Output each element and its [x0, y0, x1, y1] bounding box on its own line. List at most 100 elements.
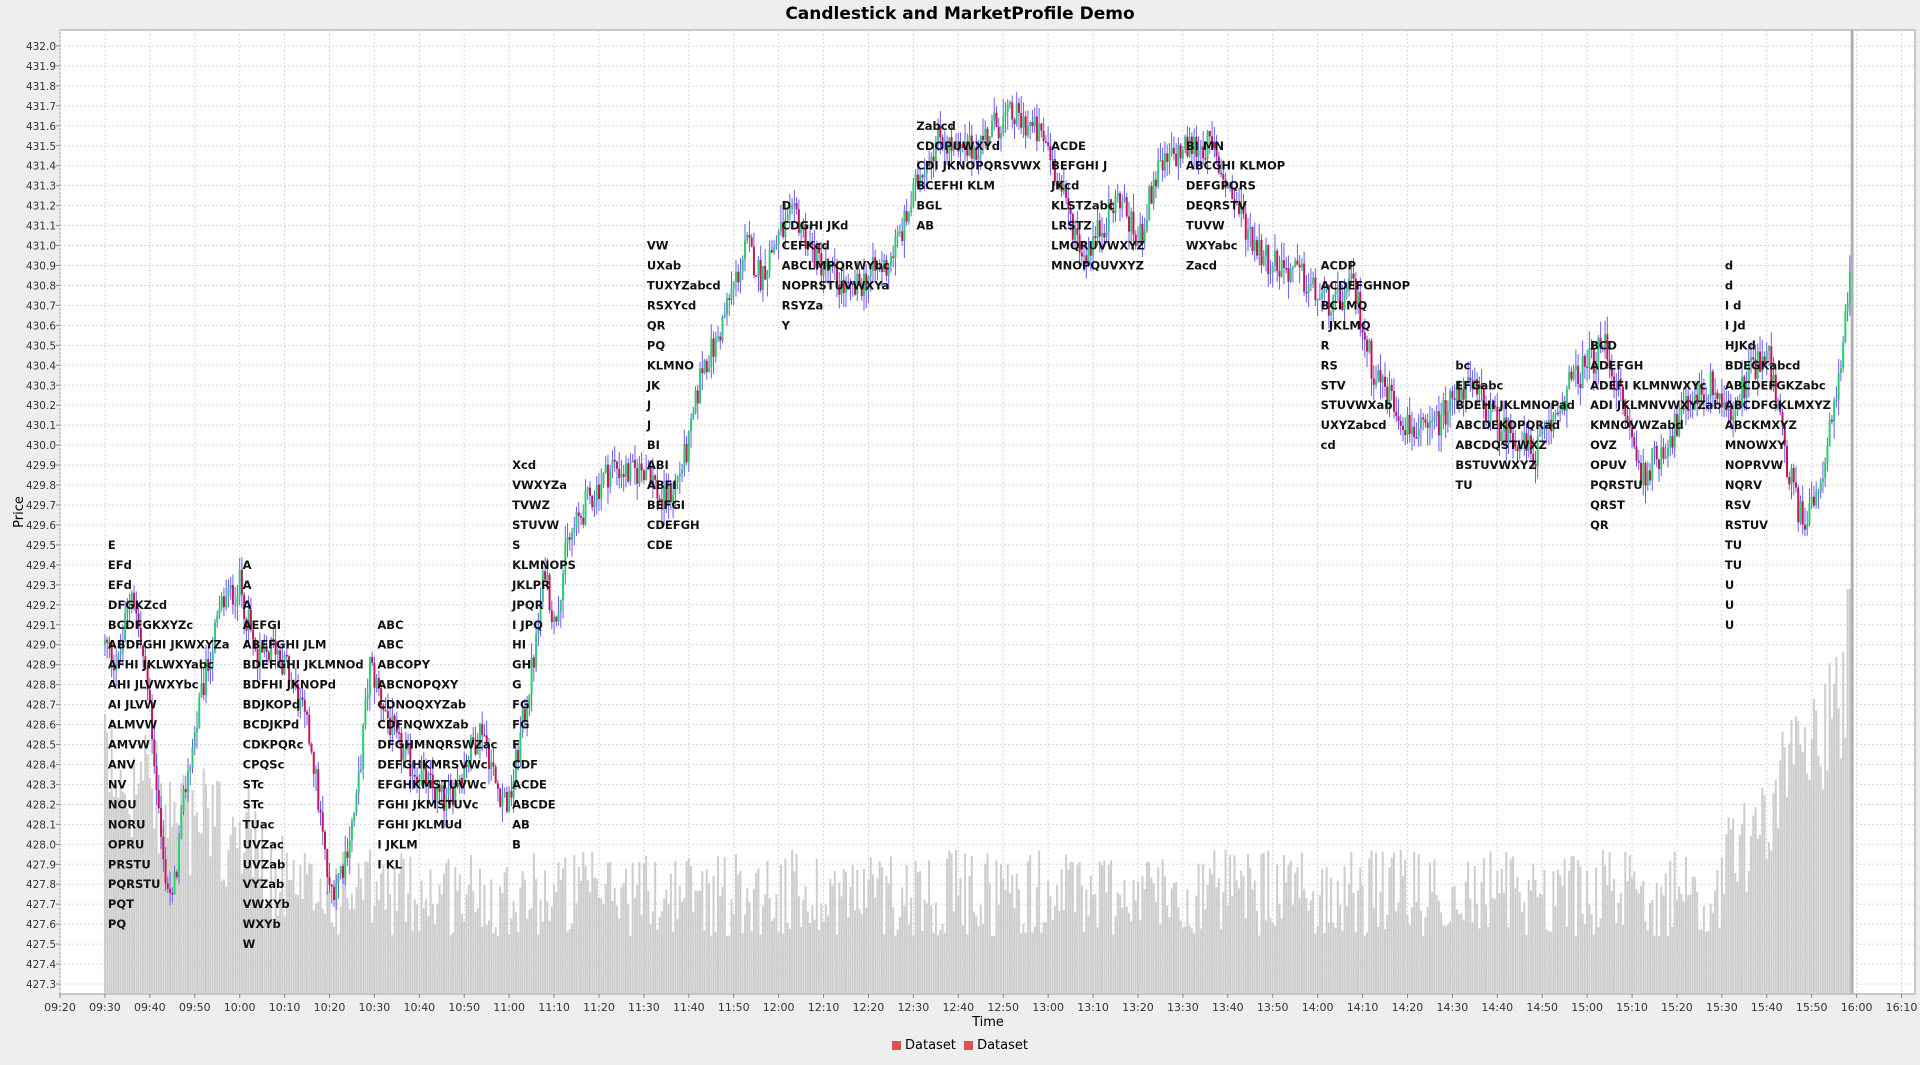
volume-bar	[1381, 851, 1384, 994]
x-tick-label: 15:10	[1616, 1001, 1648, 1014]
volume-bar	[1844, 737, 1847, 994]
volume-bar	[420, 880, 423, 994]
candle-body	[1808, 503, 1811, 524]
volume-bar	[1035, 887, 1038, 994]
volume-bar	[440, 894, 443, 994]
candle-body	[1532, 453, 1535, 464]
candle-body	[1008, 102, 1011, 105]
volume-bar	[622, 882, 625, 994]
candle-body	[557, 611, 560, 622]
volume-bar	[1673, 851, 1676, 994]
candle-body	[869, 270, 872, 277]
x-tick-label: 14:10	[1347, 1001, 1379, 1014]
candle-body	[445, 794, 448, 811]
profile-row: ABEFGHI JLM	[243, 638, 327, 652]
candle-body	[1487, 420, 1490, 423]
candle-body	[856, 273, 859, 295]
profile-row: ADEFI KLMNWXYc	[1590, 378, 1707, 392]
candle-body	[1269, 272, 1272, 275]
volume-bar	[400, 853, 403, 994]
volume-bar	[725, 935, 728, 994]
volume-bar	[324, 913, 326, 994]
candle-body	[1264, 245, 1267, 257]
volume-bar	[1514, 888, 1517, 994]
candle-body	[467, 760, 470, 768]
candle-body	[1458, 381, 1461, 401]
y-tick-label: 429.3	[26, 580, 56, 592]
y-tick-label: 431.2	[26, 201, 56, 213]
volume-bar	[856, 870, 859, 994]
volume-bar	[1392, 852, 1395, 994]
volume-bar	[921, 931, 924, 994]
volume-bar	[898, 916, 901, 994]
volume-bar	[1022, 923, 1025, 994]
candle-body	[1422, 417, 1425, 420]
volume-bar	[243, 852, 246, 994]
candle-body	[544, 571, 547, 580]
candle-body	[1660, 447, 1663, 469]
candle-body	[1163, 153, 1166, 171]
volume-bar	[341, 851, 344, 994]
candle-body	[1431, 420, 1434, 423]
candle-body	[1680, 407, 1683, 416]
candle-body	[355, 793, 358, 813]
candle-body	[344, 851, 347, 878]
volume-bar	[1768, 842, 1771, 994]
candle-body	[1363, 332, 1366, 340]
candle-body	[1518, 444, 1521, 452]
volume-bar	[669, 873, 672, 994]
volume-bar	[633, 898, 636, 994]
candle-body	[440, 785, 443, 792]
volume-bar	[1220, 928, 1223, 994]
candle-body	[638, 463, 641, 484]
volume-bar	[1559, 875, 1562, 994]
profile-row: BI	[647, 438, 660, 452]
candle-body	[124, 613, 127, 641]
candle-body	[465, 764, 468, 768]
candle-body	[332, 886, 335, 901]
profile-row: CDKPQRc	[243, 738, 304, 752]
candle-body	[1078, 234, 1081, 253]
volume-bar	[191, 789, 194, 994]
volume-bar	[1224, 849, 1227, 994]
candle-body	[988, 136, 991, 144]
profile-row: CDOPUWXYd	[916, 139, 1000, 153]
volume-bar	[1244, 917, 1247, 994]
candle-body	[1004, 112, 1007, 117]
volume-bar	[1069, 861, 1072, 994]
candle-body	[959, 144, 962, 152]
candle-body	[1830, 419, 1833, 422]
candle-body	[1296, 260, 1299, 265]
volume-bar	[1264, 920, 1267, 994]
volume-bar	[1172, 882, 1175, 994]
volume-bar	[1404, 859, 1407, 994]
candle-body	[903, 211, 906, 242]
candle-body	[1494, 405, 1497, 408]
volume-bar	[1568, 870, 1571, 994]
candle-body	[499, 788, 502, 807]
profile-row: A	[243, 558, 252, 572]
candle-body	[166, 883, 169, 889]
volume-bar	[353, 909, 356, 994]
volume-bar	[1842, 652, 1845, 994]
volume-bar	[600, 898, 603, 994]
volume-bar	[739, 870, 742, 994]
volume-bar	[1377, 926, 1380, 994]
volume-bar	[1538, 893, 1541, 994]
candle-body	[353, 812, 356, 822]
volume-bar	[326, 891, 329, 994]
candle-body	[1646, 470, 1649, 486]
candle-body	[847, 281, 850, 284]
candle-body	[1247, 229, 1250, 240]
volume-bar	[1312, 891, 1315, 994]
volume-bar	[1655, 882, 1658, 994]
candle-body	[279, 650, 282, 661]
volume-bar	[1727, 817, 1730, 994]
candle-body	[243, 594, 246, 620]
volume-bar	[1649, 903, 1651, 994]
candle-body	[1208, 131, 1211, 137]
candle-body	[694, 390, 697, 413]
candle-body	[1635, 446, 1638, 461]
legend-item: Dataset	[892, 1038, 956, 1053]
candle-body	[348, 840, 351, 858]
